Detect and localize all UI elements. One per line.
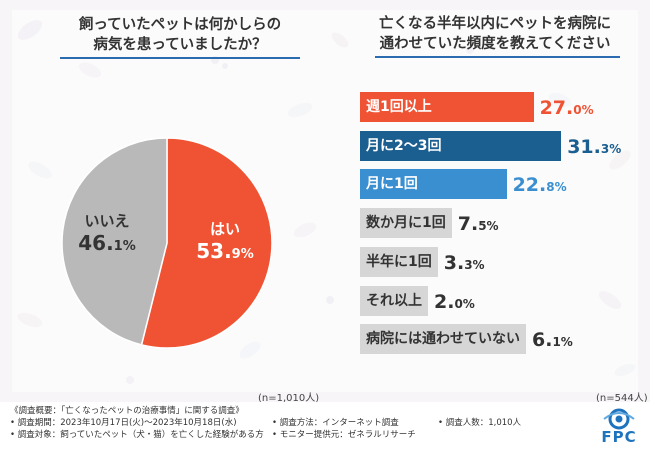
bar-4 — [360, 246, 438, 277]
pie-slice-0 — [140, 137, 273, 349]
bar-label-6: 病院には通わせていない — [366, 331, 520, 348]
pie-label-yes-value: 53.9% — [196, 239, 254, 263]
bar-title-underline — [375, 56, 620, 58]
bar-2 — [360, 169, 507, 200]
bar-value-6: 6.1% — [532, 329, 573, 352]
bar-0 — [360, 92, 534, 122]
fpc-logo-text: FPC — [601, 428, 637, 446]
survey-period: • 調査期間：2023年10月17日(火)～2023年10月18日(水) — [10, 418, 237, 428]
bar-6 — [360, 324, 526, 355]
bar-label-1: 月に2〜3回 — [366, 137, 442, 154]
survey-count: • 調査人数：1,010人 — [438, 418, 522, 428]
bar-label-0: 週1回以上 — [366, 99, 432, 115]
bar-value-5: 2.0% — [434, 290, 475, 313]
bar-value-3: 7.5% — [457, 213, 499, 236]
pie-label-no-name: いいえ — [84, 212, 130, 230]
bar-label-5: それ以上 — [366, 292, 422, 309]
bar-chart-title: 亡くなる半年以内にペットを病院に 通わせていた頻度を教えてください — [379, 16, 611, 52]
bar-sample-size: (n=544人) — [596, 393, 648, 404]
pie-label-yes-name: はい — [209, 220, 240, 238]
fpc-logo-icon — [603, 408, 635, 430]
bar-value-0: 27.0% — [539, 97, 594, 119]
pie-sample-size: (n=1,010人) — [258, 393, 320, 404]
bar-1 — [360, 130, 562, 161]
bar-value-1: 31.3% — [567, 135, 622, 158]
survey-overview: 《調査概要：「亡くなったペットの治療事情」に関する調査》 — [10, 406, 244, 416]
pie-label-no: いいえ 46.1% — [72, 212, 142, 255]
survey-target: • 調査対象：飼っていたペット（犬・猫）を亡くした経験がある方 — [10, 430, 264, 440]
survey-footer: 《調査概要：「亡くなったペットの治療事情」に関する調査》 • 調査期間：2023… — [0, 402, 650, 450]
bar-3 — [360, 208, 452, 239]
pie-slice-1 — [61, 137, 168, 346]
bar-label-2: 月に1回 — [366, 176, 418, 193]
survey-provider: • モニター提供元：ゼネラルリサーチ — [272, 430, 416, 440]
pie-label-yes: はい 53.9% — [190, 220, 260, 263]
pie-chart-title: 飼っていたペットは何かしらの 病気を患っていましたか？ — [78, 17, 282, 53]
survey-method: • 調査方法：インターネット調査 — [272, 418, 399, 428]
bar-label-3: 数か月に1回 — [366, 215, 446, 232]
pie-title-underline — [60, 57, 300, 59]
bar-5 — [360, 285, 428, 316]
bar-value-2: 22.8% — [512, 174, 567, 197]
bar-value-4: 3.3% — [443, 251, 485, 274]
pie-label-no-value: 46.1% — [78, 231, 136, 255]
bar-label-4: 半年に1回 — [366, 253, 432, 270]
